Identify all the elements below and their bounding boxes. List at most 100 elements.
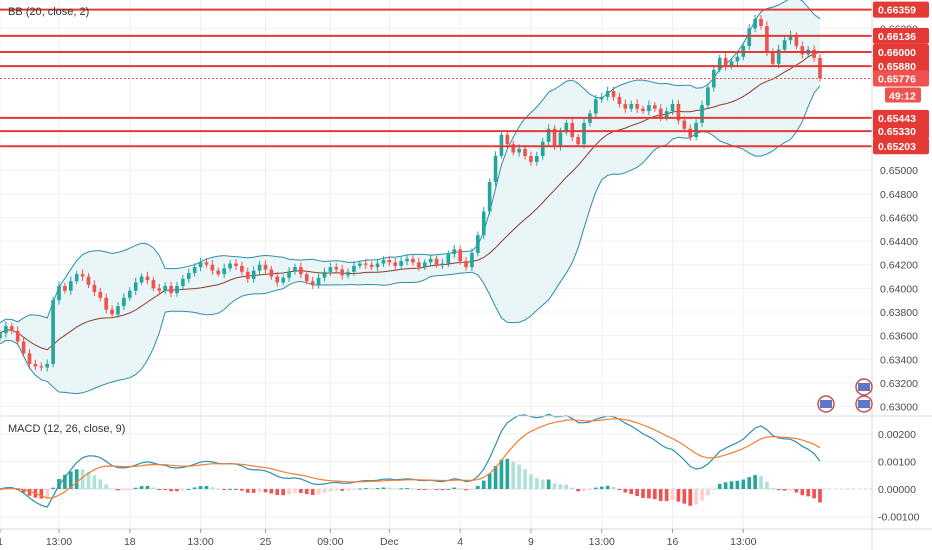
candle-body: [729, 61, 734, 67]
macd-histogram-bar: [800, 489, 805, 496]
candle-body: [735, 56, 740, 62]
time-tick-label: 13:00: [589, 536, 615, 548]
candle-body: [63, 286, 67, 291]
candle-body: [139, 276, 144, 283]
macd-histogram-bar: [735, 480, 740, 490]
level-price-tag[interactable]: [873, 123, 929, 140]
level-price-tag[interactable]: [873, 138, 929, 155]
level-price-tag[interactable]: [873, 58, 929, 75]
candle-body: [275, 276, 280, 283]
candle-body: [175, 286, 179, 294]
candle-body: [299, 267, 303, 275]
macd-histogram-bar: [635, 489, 639, 497]
macd-histogram-bar: [198, 486, 203, 490]
signal-line: [0, 418, 821, 499]
macd-histogram-bar: [417, 489, 421, 491]
macd-histogram-bar: [517, 464, 521, 490]
macd-histogram-bar: [328, 489, 333, 492]
time-tick-label: Dec: [380, 536, 399, 548]
macd-histogram-bar: [558, 484, 563, 490]
macd-histogram-bar: [706, 489, 710, 496]
macd-histogram-bar: [381, 487, 386, 490]
macd-tick-label: 0.00000: [878, 484, 916, 496]
candle-body: [381, 260, 386, 264]
macd-histogram-bar: [269, 489, 274, 494]
candle-body: [688, 128, 693, 138]
candle-body: [210, 264, 215, 271]
macd-histogram-bar: [299, 489, 303, 493]
macd-histogram-bar: [127, 489, 132, 491]
macd-histogram-bar: [216, 488, 221, 490]
flag-us-icon-fill: [858, 400, 870, 408]
macd-histogram-bar: [747, 477, 752, 490]
candle-body: [511, 144, 516, 153]
candle-body: [440, 263, 445, 265]
candle-body: [74, 274, 79, 282]
macd-histogram-bar: [322, 489, 327, 493]
macd-histogram-bar: [316, 489, 321, 495]
macd-histogram-bar: [694, 489, 698, 505]
macd-line: [0, 413, 821, 508]
candle-body: [151, 280, 156, 289]
price-tick-label: 0.63000: [880, 402, 918, 414]
price-tick-label: 0.64600: [880, 212, 918, 224]
macd-histogram-bar: [617, 489, 622, 491]
macd-histogram-bar: [782, 489, 787, 491]
level-price-tag[interactable]: [873, 109, 929, 126]
time-tick-label: 09:00: [317, 536, 343, 548]
macd-histogram-bar: [664, 489, 669, 502]
candle-body: [481, 211, 486, 236]
candle-body: [363, 263, 368, 265]
macd-histogram-bar: [369, 488, 374, 490]
event-flags[interactable]: [817, 378, 873, 413]
macd-histogram-bar: [39, 489, 44, 499]
price-axis[interactable]: 0.662000.658000.650000.648000.646000.644…: [873, 1, 929, 414]
macd-histogram-bar: [68, 471, 73, 490]
macd-histogram-bar: [169, 489, 173, 492]
level-price-label: 0.66000: [878, 47, 916, 59]
level-price-tag[interactable]: [873, 1, 929, 18]
candle-body: [818, 57, 822, 78]
candle-body: [245, 271, 250, 279]
macd-indicator-label[interactable]: MACD (12, 26, close, 9): [8, 423, 125, 435]
candle-body: [340, 269, 344, 276]
macd-histogram-bar: [257, 489, 262, 493]
candle-body: [369, 264, 374, 268]
level-price-tag[interactable]: [873, 27, 929, 44]
candle-body: [216, 270, 221, 275]
candle-body: [676, 104, 681, 121]
time-axis[interactable]: 1 13:00 18 13:00 25 09:00 Dec 4 9 13:00 16 13:00: [0, 529, 757, 548]
macd-histogram-bar: [641, 489, 645, 498]
candle-body: [9, 326, 14, 331]
macd-histogram-bar: [74, 469, 79, 490]
candle-body: [717, 57, 722, 70]
macd-histogram-bar: [570, 487, 575, 490]
level-price-tag[interactable]: [873, 44, 929, 60]
macd-histogram-bar: [411, 488, 415, 490]
flag-us-icon-fill: [858, 383, 870, 391]
candle-body: [470, 252, 474, 268]
candle-body: [647, 105, 651, 112]
macd-histogram-bar: [717, 483, 722, 490]
candle-body: [316, 277, 321, 285]
candle-body: [747, 28, 752, 47]
macd-histogram-bar: [458, 488, 462, 490]
macd-histogram-bar: [711, 489, 716, 491]
last-price-tag[interactable]: [873, 70, 929, 87]
bb-lower-line: [0, 85, 821, 395]
candle-body: [240, 265, 244, 272]
candle-body: [116, 306, 120, 315]
macd-histogram-bar: [647, 489, 651, 499]
candle-body: [110, 309, 114, 315]
macd-histogram-bar: [476, 485, 480, 490]
horizontal-levels[interactable]: [0, 8, 872, 148]
candle-body: [181, 278, 185, 286]
bb-indicator-label[interactable]: BB (20, close, 2): [8, 6, 89, 18]
macd-axis[interactable]: 0.00200 0.00100 0.00000 -0.00100: [878, 429, 920, 524]
time-tick-label: 18: [124, 536, 136, 548]
macd-histogram-bar: [234, 489, 238, 491]
macd-histogram-bar: [505, 458, 510, 490]
candle-body: [759, 18, 763, 26]
macd-histogram-bar: [110, 488, 114, 490]
